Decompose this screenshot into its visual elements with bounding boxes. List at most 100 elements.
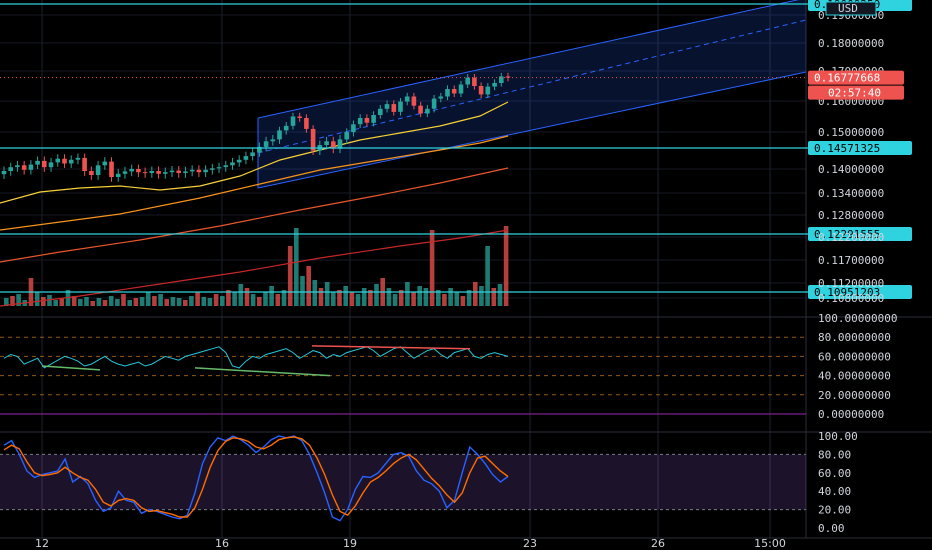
candle-body [183,171,188,173]
channel-lower-line[interactable] [257,71,807,189]
volume-bar [84,297,89,306]
candle-body [129,169,134,172]
volume-bar [244,288,250,306]
candle-body [230,162,235,166]
candle-body [28,164,34,170]
volume-bar [306,266,311,306]
candle-body [149,171,155,173]
volume-bar [133,298,139,306]
volume-bar [361,288,367,306]
candle-body [176,170,181,173]
volume-bar [263,292,268,306]
volume-bar [108,296,114,306]
stochastic-tick-label: 100.00 [818,430,858,443]
volume-bar [213,294,219,306]
stochastic-tick-label: 20.00 [818,504,851,517]
channel-upper-line[interactable] [257,0,806,119]
bearish-divergence-line[interactable] [311,345,471,350]
volume-bar [226,290,231,306]
volume-bar [294,228,299,306]
volume-bar [152,296,157,306]
level-price-tag [808,227,912,241]
stochastic-tick-label: 0.00 [818,522,845,535]
bullish-divergence-line[interactable] [194,367,331,377]
volume-bar [368,290,373,306]
candle-body [55,158,61,163]
volume-bar [331,292,336,306]
candle-body [169,170,175,173]
time-axis[interactable]: 12 16 19 23 26 15:00 [35,537,786,550]
candle-body [351,124,356,133]
candle-body [82,157,87,171]
volume-bar [497,284,503,306]
volume-bar [287,246,293,306]
price-tick-label: 0.12200000 [818,231,884,244]
volume-bar [503,226,509,306]
channel-median-line[interactable] [257,19,807,154]
candle-body [75,157,81,160]
candle-body [216,167,222,169]
volume-bar [257,297,262,306]
candle-body [290,116,296,126]
volume-bar [59,298,65,306]
candle-body [425,108,430,114]
candle-body [505,76,511,78]
price-pane[interactable] [0,0,818,307]
volume-bar [429,230,435,306]
stochastic-tick-label: 80.00 [818,448,851,461]
level-price-tag [808,141,912,155]
price-tick-label: 0.11700000 [818,254,884,267]
candle-body [478,86,484,95]
candle-body [102,161,108,166]
currency-box[interactable] [825,1,877,16]
candle-body [203,169,208,173]
candle-body [297,116,302,118]
volume-bar [207,298,213,306]
volume-bar [491,288,497,306]
candle-body [371,115,376,123]
candle-body [331,141,336,149]
candle-body [136,169,141,173]
candle-body [68,159,74,164]
volume-bar [417,286,422,306]
volume-bar [96,298,102,306]
price-axis[interactable]: 0.190092500.145713250.122915550.10951203… [808,0,912,535]
volume-bar [275,294,281,306]
candle-body [337,139,343,149]
volume-bar [324,282,330,306]
bullish-divergence-line[interactable] [41,365,101,371]
candle-body [1,171,7,175]
currency-label: USD [838,2,858,15]
countdown-tag [808,85,904,100]
stochastic-pane[interactable] [0,435,806,522]
rsi-tick-label: 60.00000000 [818,350,891,363]
stochastic-tick-label: 60.00 [818,467,851,480]
volume-bar [485,246,490,306]
rsi-pane[interactable] [0,336,806,415]
candle-body [257,146,262,153]
volume-bar [312,280,318,306]
volume-bar [176,298,182,306]
rsi-tick-label: 80.00000000 [818,331,891,344]
volume-bar [454,292,460,306]
candle-body [196,169,202,173]
volume-bar [436,290,441,306]
candle-body [451,89,457,94]
candle-body [310,128,316,151]
price-tick-label: 0.10800000 [818,292,884,305]
candle-body [48,162,54,168]
candle-body [95,165,101,175]
candle-body [472,77,477,86]
candle-body [418,105,423,114]
volume-bar [318,288,324,306]
volume-bar [374,284,379,306]
candle-body [378,108,383,115]
volume-bar [34,292,40,306]
candle-body [163,172,168,174]
candle-body [263,141,269,147]
volume-bar [102,300,108,306]
volume-bar [139,297,145,306]
candle-body [485,86,491,95]
volume-bar [47,295,52,306]
